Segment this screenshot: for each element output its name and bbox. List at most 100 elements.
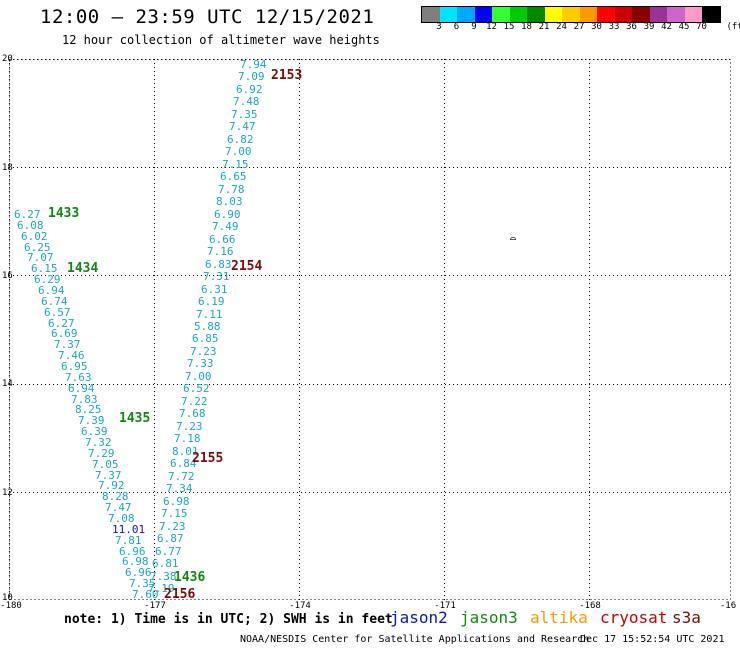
wave-height-value: 7.94: [240, 58, 267, 71]
wave-height-value: 7.32: [85, 436, 112, 449]
footer-credit: NOAA/NESDIS Center for Satellite Applica…: [240, 634, 590, 645]
scale-swatch: [597, 7, 615, 22]
wave-height-value: 6.83: [205, 258, 232, 271]
lon-tick-label: -168: [579, 601, 601, 611]
wave-height-value: 7.48: [233, 95, 260, 108]
wave-height-value: 6.98: [163, 495, 190, 508]
wave-height-value: 7.46: [58, 349, 85, 362]
wave-height-value: 7.37: [95, 469, 122, 482]
scale-swatch: [614, 7, 632, 22]
wave-height-value: 7.68: [179, 407, 206, 420]
map-plot-area[interactable]: [9, 59, 731, 600]
scale-label: 42: [661, 22, 672, 32]
wave-height-value: 6.15: [31, 262, 58, 275]
pass-time-label: 1434: [67, 261, 99, 276]
wave-height-value: 7.60: [132, 588, 159, 601]
wave-height-value: 6.02: [21, 230, 48, 243]
scale-swatch: [684, 7, 702, 22]
scale-swatch: [474, 7, 492, 22]
scale-label: 24: [556, 22, 567, 32]
lon-tick-label: -171: [434, 601, 456, 611]
wave-height-value: 7.47: [105, 501, 132, 514]
wave-height-value: 7.00: [185, 370, 212, 383]
wave-height-value: 7.72: [168, 470, 195, 483]
scale-label: 45: [678, 22, 690, 32]
scale-swatch: [509, 7, 527, 22]
wave-height-value: 6.29: [34, 273, 61, 286]
satellite-legend-altika: altika: [530, 608, 588, 627]
scale-label: 27: [573, 22, 585, 32]
wave-height-value: 6.19: [198, 295, 225, 308]
scale-swatch: [579, 7, 597, 22]
wave-height-value: 6.65: [220, 170, 247, 183]
wave-height-value: 7.18: [174, 432, 201, 445]
wave-height-value: 7.78: [218, 183, 245, 196]
wave-height-value: 7.47: [229, 120, 256, 133]
map-subtitle: 12 hour collection of altimeter wave hei…: [62, 33, 380, 47]
scale-label: 9: [471, 22, 477, 32]
scale-unit: (ft): [726, 22, 740, 32]
wave-height-value: 7.35: [129, 577, 156, 590]
scale-swatch: [667, 7, 685, 22]
wave-height-value: 7.83: [71, 393, 98, 406]
lat-tick-label: 18: [2, 163, 13, 173]
wave-height-value: 6.27: [14, 208, 41, 221]
wave-height-value: 6.69: [51, 327, 78, 340]
scale-label: 21: [538, 22, 550, 32]
satellite-legend-jason3: jason3: [460, 608, 518, 627]
wave-height-value: 5.88: [194, 320, 221, 333]
wave-height-value: 7.05: [92, 458, 119, 471]
scale-label: 18: [521, 22, 532, 32]
scale-label: 15: [503, 22, 515, 32]
wave-height-value: 6.27: [48, 317, 75, 330]
satellite-legend-cryosat: cryosat: [600, 608, 668, 627]
scale-swatch: [457, 7, 475, 22]
wave-height-value: 7.23: [176, 420, 203, 433]
scale-swatch: [649, 7, 667, 22]
wave-height-value: 7.33: [187, 357, 214, 370]
lat-tick-label: 14: [2, 379, 13, 389]
wave-height-value: 8.01: [172, 445, 199, 458]
wave-height-value: 6.66: [209, 233, 236, 246]
lon-tick-label: -16: [719, 601, 737, 611]
scale-label: 70: [696, 22, 707, 32]
wave-height-value: 7.34: [166, 482, 193, 495]
footer-date: Dec 17 15:52:54 UTC 2021: [580, 634, 725, 645]
scale-label: 12: [486, 22, 497, 32]
pass-time-label: 1433: [48, 206, 80, 221]
wave-height-value: 8.03: [216, 195, 243, 208]
wave-height-value: 7.31: [203, 270, 230, 283]
wave-height-value: 8.25: [75, 403, 102, 416]
pass-time-label: 2156: [164, 587, 196, 602]
satellite-legend-jason2: jason2: [390, 608, 448, 627]
wave-height-value: 7.49: [212, 220, 239, 233]
scale-swatch: [527, 7, 545, 22]
scale-label: 6: [453, 22, 460, 32]
wave-height-value: 6.96: [119, 545, 146, 558]
scale-label: 3: [436, 22, 442, 32]
wave-height-value: 6.57: [44, 306, 71, 319]
wave-height-value: 7.11: [196, 308, 223, 321]
lat-tick-label: 10: [2, 593, 13, 603]
wave-height-value: 6.81: [152, 557, 179, 570]
wave-height-value: 6.87: [157, 532, 184, 545]
wave-height-value: 6.94: [38, 284, 65, 297]
island-marker-icon: ⌓: [510, 234, 517, 245]
wave-height-value: 7.29: [88, 447, 115, 460]
units-note: note: 1) Time is in UTC; 2) SWH is in fe…: [64, 612, 393, 627]
wave-height-value: 6.74: [41, 295, 68, 308]
scale-swatch: [422, 7, 440, 22]
wave-height-value: 7.39: [78, 414, 105, 427]
wave-height-value: 6.94: [68, 382, 95, 395]
pass-time-label: 1436: [174, 570, 206, 585]
wave-height-value: 8.28: [102, 490, 129, 503]
wave-height-value: 7.00: [225, 145, 252, 158]
wave-height-value: 7.15: [222, 158, 249, 171]
lon-tick-label: -180: [0, 601, 22, 611]
lon-tick-label: -174: [289, 601, 311, 611]
satellite-legend-s3a: s3a: [672, 608, 701, 627]
lat-tick-label: 12: [2, 488, 13, 498]
lon-tick-label: -177: [144, 601, 166, 611]
plot-border: [9, 59, 731, 600]
lat-tick-label: 16: [2, 271, 13, 281]
